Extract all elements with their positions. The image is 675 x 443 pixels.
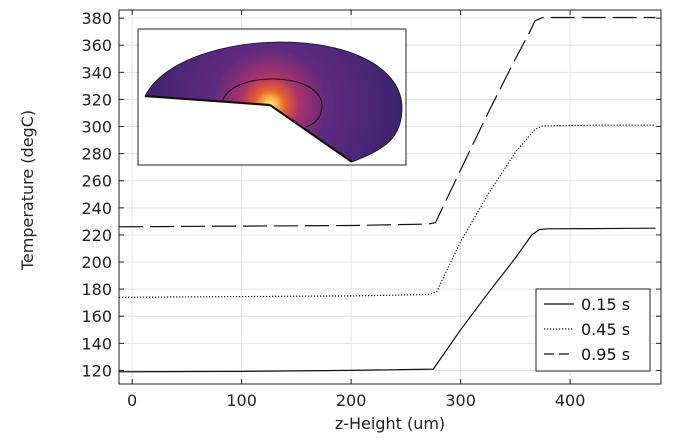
y-tick-label: 360: [81, 36, 112, 55]
y-tick-label: 200: [81, 253, 112, 272]
y-tick-label: 300: [81, 118, 112, 137]
y-tick-label: 260: [81, 172, 112, 191]
y-tick-label: 180: [81, 280, 112, 299]
axis-ticks: 0 100 200 300 400 120 140 160 180 200 220 240 260 280…: [81, 9, 661, 410]
legend-label-0.45s: 0.45 s: [581, 320, 630, 339]
legend: 0.15 s 0.45 s 0.95 s: [535, 288, 651, 372]
inset-contour-plot: [137, 28, 407, 166]
inset-edge-right: [269, 104, 353, 163]
y-tick-label: 240: [81, 199, 112, 218]
y-tick-label: 220: [81, 226, 112, 245]
y-tick-label: 380: [81, 9, 112, 28]
legend-box: [535, 288, 651, 372]
y-tick-label: 120: [81, 361, 112, 380]
x-tick-label: 400: [555, 391, 586, 410]
x-tick-label: 200: [336, 391, 367, 410]
legend-label-0.95s: 0.95 s: [581, 345, 630, 364]
series-lines: [118, 16, 656, 373]
series-line-0_45s: [118, 124, 656, 298]
y-tick-label: 280: [81, 145, 112, 164]
x-axis-title: z-Height (um): [335, 414, 445, 433]
series-line-0_95s: [118, 16, 656, 228]
inset-edge-left: [144, 94, 271, 107]
x-tick-label: 0: [127, 391, 137, 410]
y-tick-label: 320: [81, 90, 112, 109]
y-tick-label: 140: [81, 334, 112, 353]
y-tick-label: 340: [81, 63, 112, 82]
y-tick-label: 160: [81, 307, 112, 326]
legend-label-0.15s: 0.15 s: [581, 295, 630, 314]
inset-contour-line: [221, 78, 323, 128]
series-line-0_15s: [118, 227, 656, 373]
x-tick-label: 100: [226, 391, 257, 410]
plot-frame: [118, 9, 662, 385]
x-tick-label: 300: [445, 391, 476, 410]
inset-heat-region: [144, 41, 403, 163]
y-axis-title: Temperature (degC): [18, 110, 37, 271]
